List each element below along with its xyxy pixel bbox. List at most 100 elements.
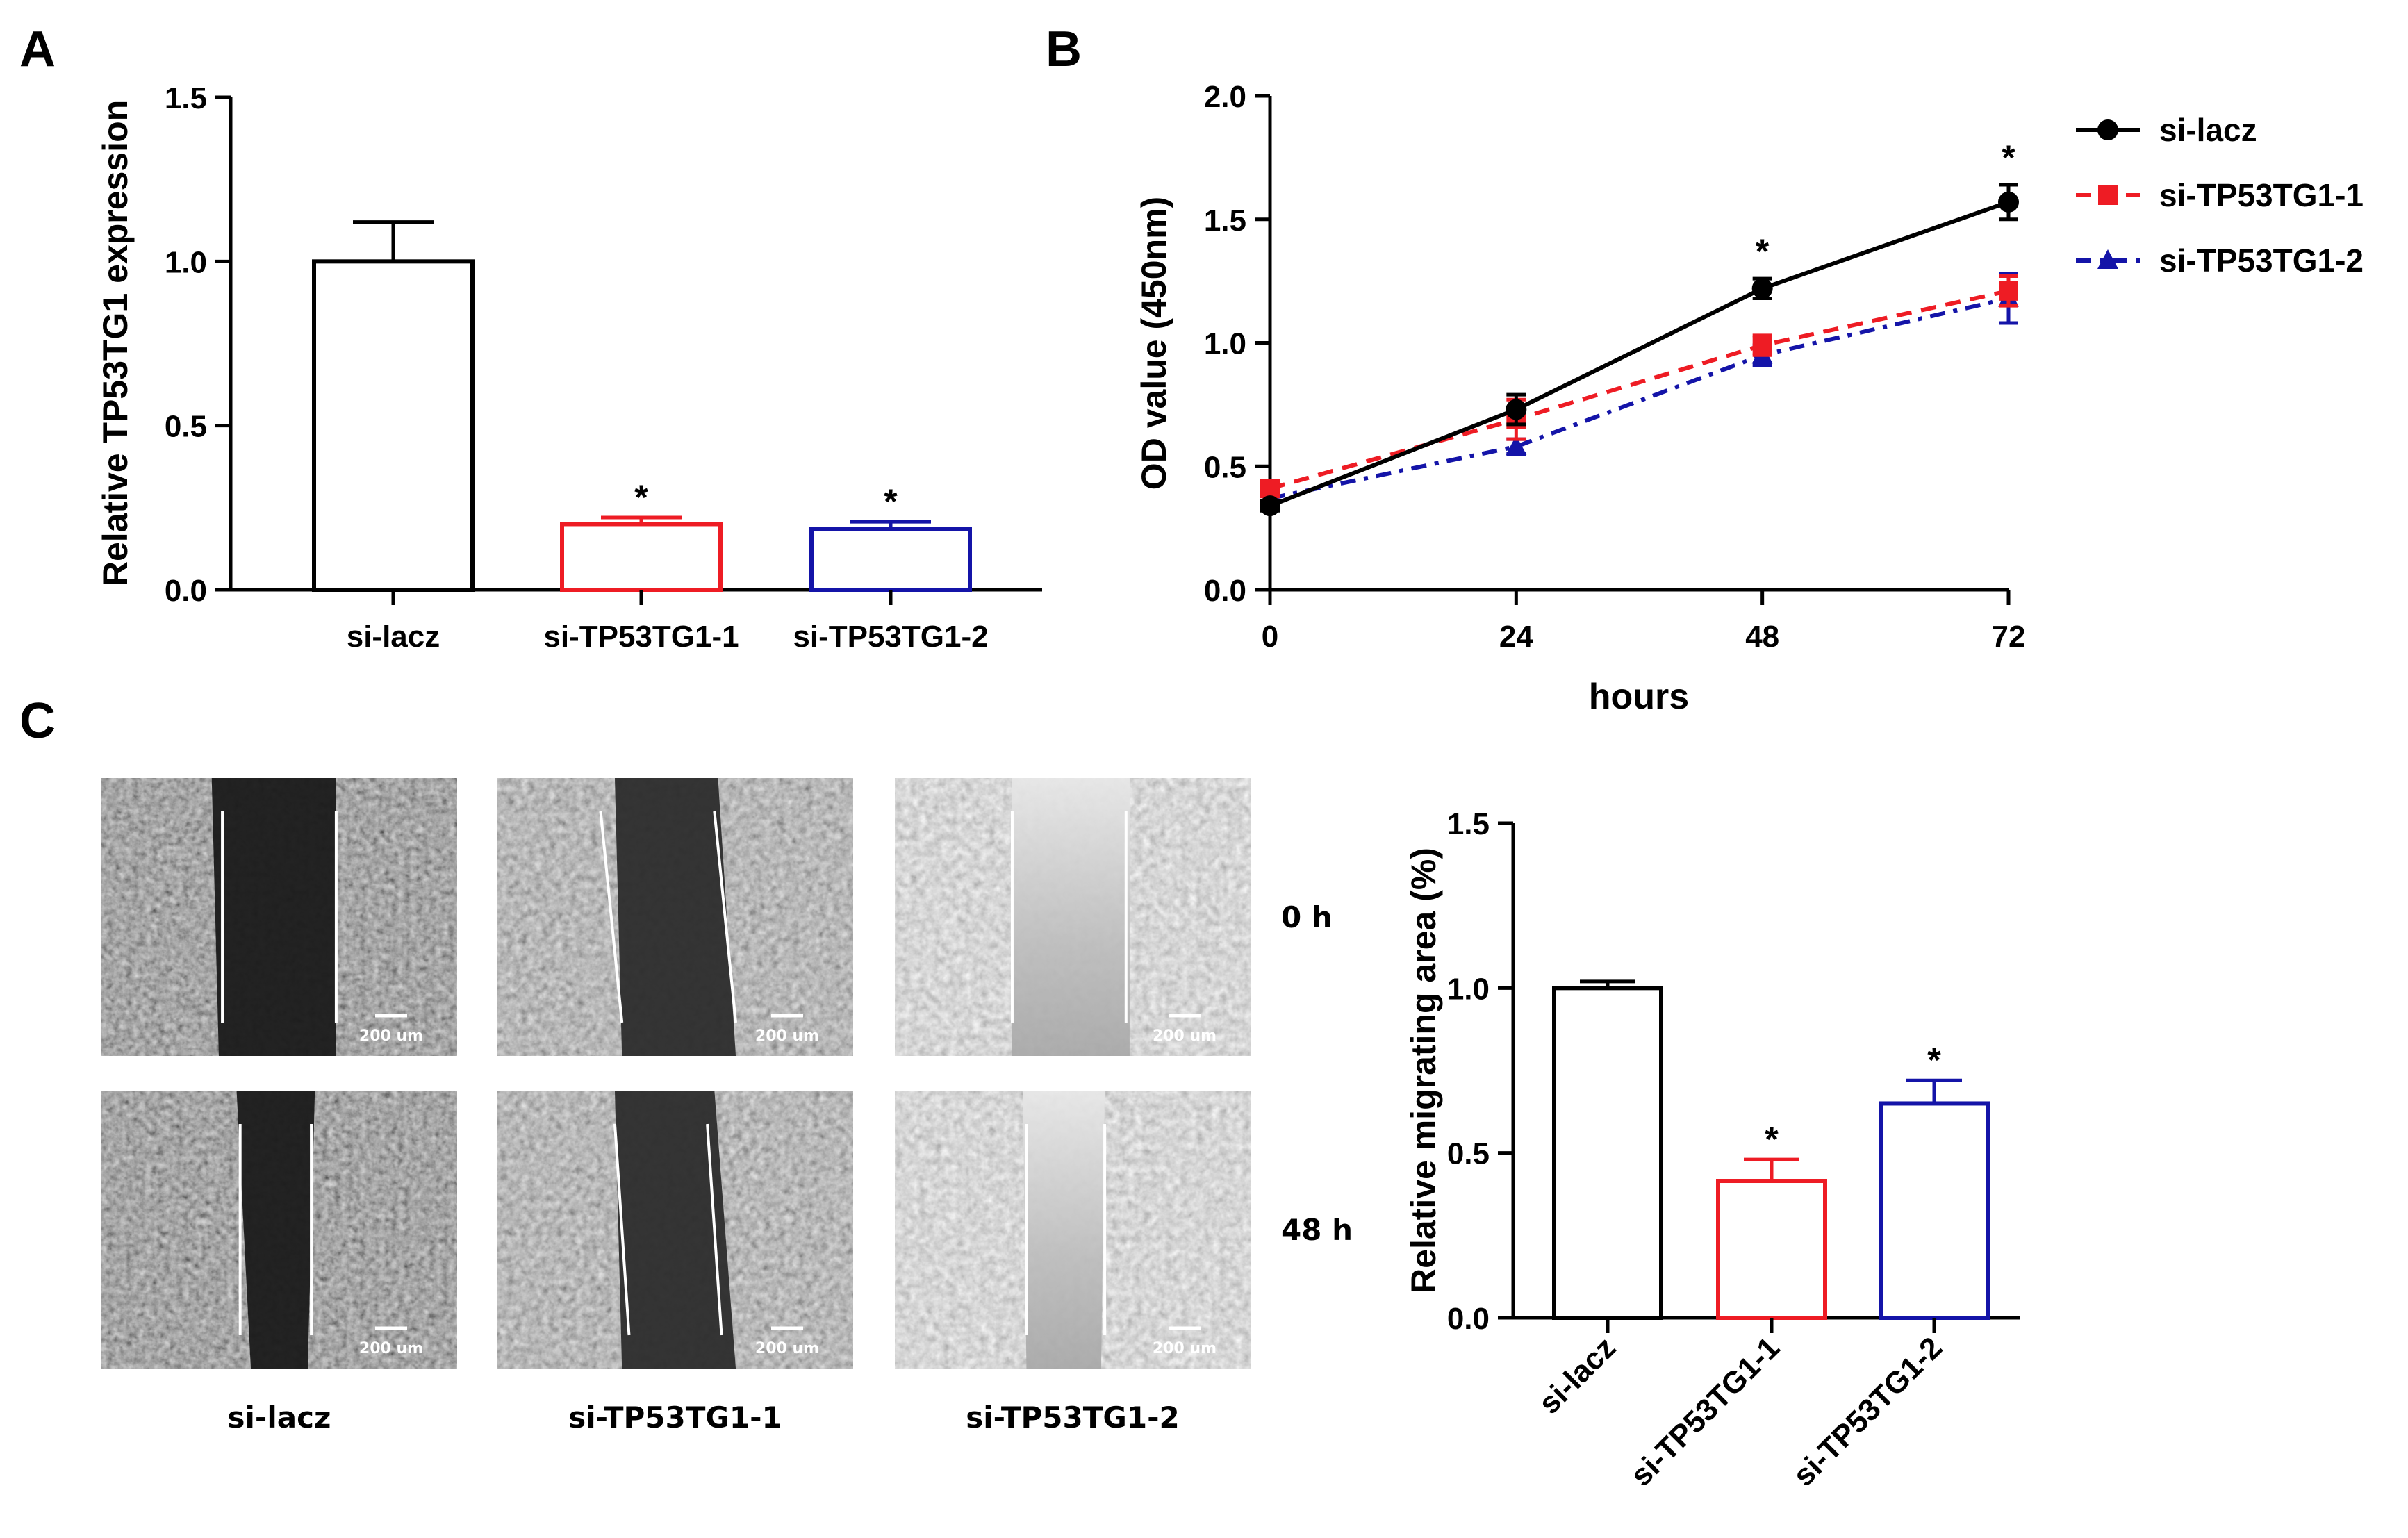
- data-point: [1752, 336, 1772, 356]
- series-line: [1269, 296, 2009, 501]
- scale-bar-label: 200 um: [755, 1027, 819, 1045]
- scale-bar-label: 200 um: [1153, 1340, 1217, 1357]
- x-tick-label: 0: [1262, 620, 1278, 654]
- significance-marker: *: [1765, 1120, 1779, 1159]
- data-point: [1999, 281, 2018, 301]
- x-tick-label: si-lacz: [1532, 1330, 1622, 1421]
- y-ticks: 0.0 0.5 1.0 1.5: [1447, 807, 1513, 1336]
- significance-marker: *: [1927, 1041, 1941, 1080]
- significance-marker: *: [2002, 138, 2015, 177]
- scale-bar-label: 200 um: [359, 1027, 423, 1045]
- x-tick-label: 24: [1499, 620, 1533, 654]
- y-axis-label: Relative migrating area (%): [1404, 847, 1443, 1293]
- panel-label-b: B: [1046, 22, 1082, 77]
- column-label: si-lacz: [228, 1400, 331, 1434]
- scratch-gap: [1023, 1091, 1105, 1369]
- series: **: [1260, 138, 2019, 517]
- scratch-gap: [614, 1091, 736, 1369]
- significance-marker: *: [1756, 232, 1770, 271]
- y-tick-label: 1.5: [1204, 204, 1246, 238]
- x-tick-label: si-TP53TG1-2: [793, 620, 988, 654]
- bar: [1552, 986, 1663, 1321]
- x-ticks: 0 24 48 72: [1262, 590, 2026, 654]
- column-label: si-TP53TG1-2: [966, 1400, 1180, 1434]
- bar: [1879, 1101, 1990, 1320]
- data-point: [1998, 191, 2019, 213]
- y-ticks: 0.0 0.5 1.0 1.5 2.0: [1204, 80, 1270, 608]
- data-point: [2098, 185, 2118, 205]
- legend-label: si-TP53TG1-1: [2159, 177, 2364, 213]
- significance-marker: *: [634, 478, 648, 517]
- bar: [560, 522, 723, 593]
- y-tick-label: 1.5: [1447, 807, 1490, 841]
- row-label: 0 h: [1281, 900, 1333, 934]
- y-tick-label: 0.5: [1447, 1137, 1490, 1171]
- bars: si-lacz * si-TP53TG1-1 * si-TP53TG1-2: [312, 220, 989, 654]
- data-point: [1260, 479, 1280, 499]
- x-axis-label: hours: [1589, 677, 1689, 717]
- data-point: [2097, 119, 2118, 140]
- y-tick-label: 1.0: [165, 245, 207, 279]
- scratch-gap: [211, 778, 336, 1056]
- series-si-lacz: [1260, 183, 2019, 517]
- x-tick-label: 72: [1992, 620, 2026, 654]
- data-point: [1506, 399, 1527, 420]
- data-point: [1506, 435, 1527, 455]
- boundary-line: [713, 811, 738, 1023]
- scale-bar-label: 200 um: [359, 1340, 423, 1357]
- scale-bar-label: 200 um: [1153, 1027, 1217, 1045]
- chart-a: Relative TP53TG1 expression 0.0 0.5 1.0 1.5…: [96, 81, 1042, 654]
- scratch-gap: [614, 778, 736, 1056]
- x-tick-label: si-TP53TG1-1: [1624, 1330, 1787, 1493]
- row-label: 48 h: [1281, 1213, 1353, 1247]
- y-tick-label: 0.0: [165, 574, 207, 608]
- micrograph-si-lacz-0 h: 200 um: [101, 778, 457, 1056]
- y-tick-label: 1.5: [165, 81, 207, 115]
- micrograph-si-TP53TG1-1-48 h: 200 um: [497, 1091, 853, 1369]
- panel-label-a: A: [19, 22, 56, 77]
- boundary-line: [613, 1123, 631, 1336]
- bar: [809, 527, 972, 592]
- chart-b: OD value (450nm) hours 0.0 0.5 1.0 1.5 2.0 0…: [1135, 80, 2364, 717]
- significance-marker: *: [884, 482, 898, 521]
- scratch-gap: [236, 1091, 315, 1369]
- micrograph-si-TP53TG1-1-0 h: 200 um: [497, 778, 853, 1056]
- chart-c: Relative migrating area (%) 0.0 0.5 1.0 1.5…: [1404, 807, 2020, 1493]
- series-si-TP53TG1-2: [1260, 272, 2019, 507]
- boundary-line: [599, 811, 624, 1023]
- y-ticks: 0.0 0.5 1.0 1.5: [165, 81, 231, 608]
- legend-label: si-lacz: [2159, 112, 2257, 148]
- data-point: [2097, 249, 2118, 269]
- micrograph-si-TP53TG1-2-48 h: 200 um: [895, 1091, 1251, 1369]
- scratch-assay-micrographs: 200 um 200 um 200 um 0 h 200 um 200 um 200 um 4…: [101, 778, 1353, 1434]
- legend: si-lacz si-TP53TG1-1 si-TP53TG1-2: [2076, 112, 2364, 279]
- y-tick-label: 1.0: [1447, 972, 1490, 1006]
- panel-label-c: C: [19, 693, 56, 749]
- x-tick-label: si-TP53TG1-2: [1787, 1330, 1949, 1493]
- y-tick-label: 0.5: [1204, 450, 1246, 484]
- bar: [1716, 1179, 1827, 1320]
- scale-bar-label: 200 um: [755, 1340, 819, 1357]
- series-line: [1269, 200, 2009, 508]
- y-tick-label: 1.0: [1204, 327, 1246, 361]
- y-axis-label: Relative TP53TG1 expression: [96, 100, 135, 586]
- data-point: [1751, 278, 1773, 299]
- series-line: [1269, 288, 2009, 491]
- x-tick-label: si-lacz: [347, 620, 440, 654]
- y-tick-label: 2.0: [1204, 80, 1246, 114]
- legend-label: si-TP53TG1-2: [2159, 242, 2364, 279]
- micrograph-si-TP53TG1-2-0 h: 200 um: [895, 778, 1251, 1056]
- data-point: [1260, 495, 1280, 517]
- column-label: si-TP53TG1-1: [568, 1400, 782, 1434]
- boundary-line: [706, 1123, 723, 1336]
- micrograph-si-lacz-48 h: 200 um: [101, 1091, 457, 1369]
- y-tick-label: 0.5: [165, 410, 207, 444]
- y-tick-label: 0.0: [1447, 1302, 1490, 1336]
- x-tick-label: si-TP53TG1-1: [543, 620, 739, 654]
- bar: [312, 259, 475, 592]
- scratch-gap: [1012, 778, 1130, 1056]
- x-tick-label: 48: [1745, 620, 1779, 654]
- y-tick-label: 0.0: [1204, 574, 1246, 608]
- bars: si-lacz * si-TP53TG1-1 * si-TP53TG1-2: [1532, 979, 1990, 1493]
